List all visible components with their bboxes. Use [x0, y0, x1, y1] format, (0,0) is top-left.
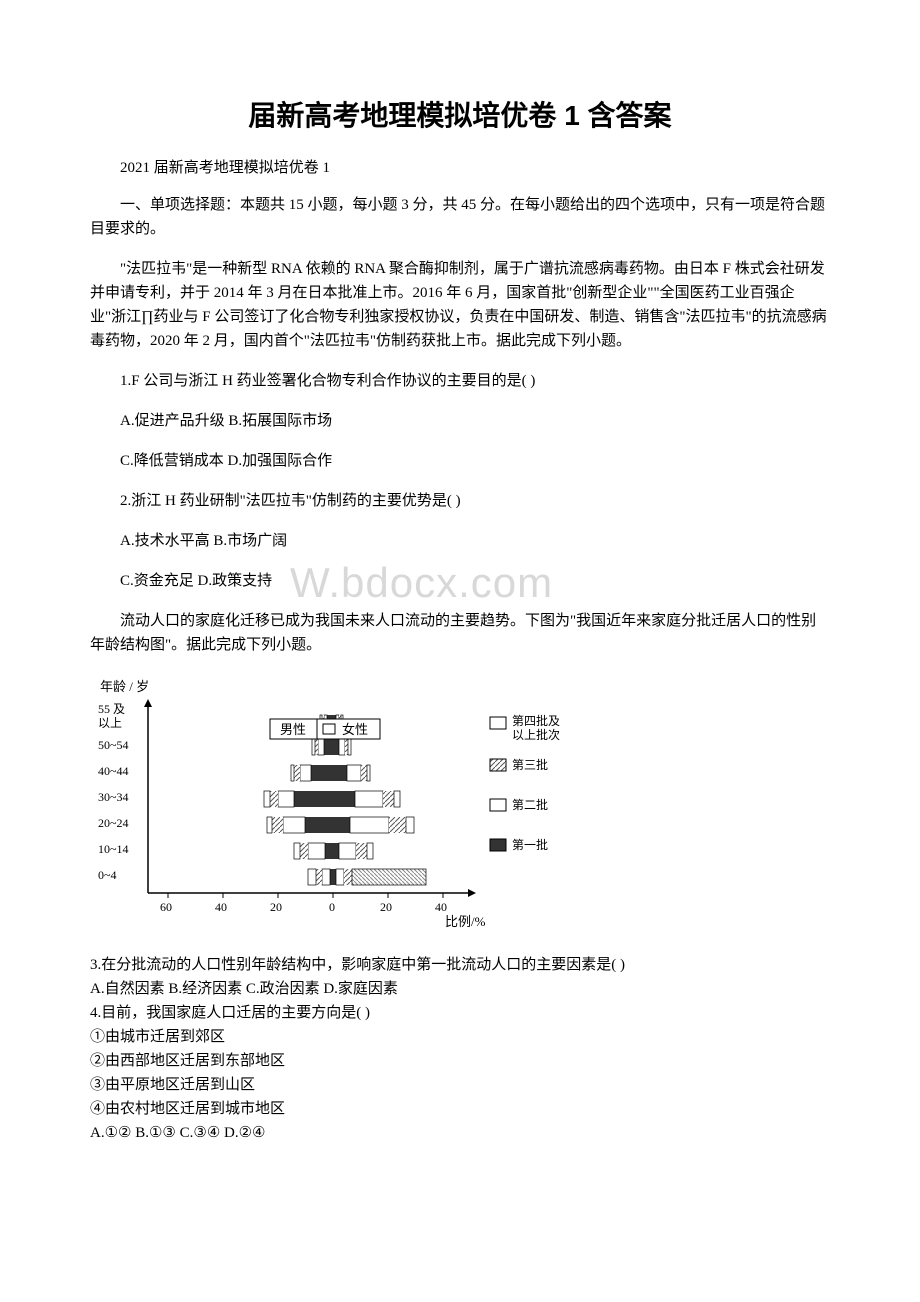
x-tick-label: 40: [435, 900, 447, 914]
question-4-item-4: ④由农村地区迁居到城市地区: [90, 1097, 830, 1121]
bar-row: [267, 817, 414, 833]
x-axis-label: 比例/%: [445, 914, 486, 929]
x-tick-label: 0: [329, 900, 335, 914]
y-tick: 30~34: [98, 790, 129, 804]
question-4-item-2: ②由西部地区迁居到东部地区: [90, 1049, 830, 1073]
question-1-options-ab: A.促进产品升级 B.拓展国际市场: [90, 409, 830, 433]
legend: 第四批及 以上批次 第三批 第二批 第一批: [490, 713, 560, 852]
y-tick: 55 及: [98, 702, 125, 716]
question-1: 1.F 公司与浙江 H 药业签署化合物专利合作协议的主要目的是( ): [90, 369, 830, 393]
bar-row: [312, 739, 351, 755]
bar-row: [294, 843, 373, 859]
population-pyramid-chart: 年龄 / 岁 55 及 以上 50~54 40~44 30~34 20~24 1…: [90, 677, 830, 937]
y-tick: 20~24: [98, 816, 129, 830]
page-title: 届新高考地理模拟培优卷 1 含答案: [90, 94, 830, 134]
subtitle: 2021 届新高考地理模拟培优卷 1: [90, 156, 830, 177]
svg-text:第三批: 第三批: [512, 757, 548, 772]
female-label: 女性: [342, 722, 368, 737]
y-tick: 以上: [98, 716, 122, 730]
question-4-item-3: ③由平原地区迁居到山区: [90, 1073, 830, 1097]
x-tick-label: 20: [270, 900, 282, 914]
question-4: 4.目前，我国家庭人口迁居的主要方向是( ): [90, 1001, 830, 1025]
y-axis-label: 年龄 / 岁: [100, 679, 149, 694]
chart-svg: 年龄 / 岁 55 及 以上 50~54 40~44 30~34 20~24 1…: [90, 677, 590, 937]
question-2: 2.浙江 H 药业研制"法匹拉韦"仿制药的主要优势是( ): [90, 489, 830, 513]
svg-text:第二批: 第二批: [512, 797, 548, 812]
section-instruction: 一、单项选择题：本题共 15 小题，每小题 3 分，共 45 分。在每小题给出的…: [90, 193, 830, 241]
y-tick: 40~44: [98, 764, 129, 778]
y-tick: 50~54: [98, 738, 129, 752]
question-1-options-cd: C.降低营销成本 D.加强国际合作: [90, 449, 830, 473]
svg-text:第一批: 第一批: [512, 837, 548, 852]
y-tick: 0~4: [98, 868, 117, 882]
x-tick-label: 60: [160, 900, 172, 914]
y-axis-arrow: [144, 699, 152, 707]
bar-row: [308, 869, 426, 885]
question-3: 3.在分批流动的人口性别年龄结构中，影响家庭中第一批流动人口的主要因素是( ): [90, 953, 830, 977]
bar-row: [291, 765, 370, 781]
y-tick: 10~14: [98, 842, 129, 856]
passage-2: 流动人口的家庭化迁移已成为我国未来人口流动的主要趋势。下图为"我国近年来家庭分批…: [90, 609, 830, 657]
question-block-3-4: 3.在分批流动的人口性别年龄结构中，影响家庭中第一批流动人口的主要因素是( ) …: [90, 953, 830, 1145]
question-4-item-1: ①由城市迁居到郊区: [90, 1025, 830, 1049]
svg-text:以上批次: 以上批次: [512, 727, 560, 742]
question-2-options-cd: C.资金充足 D.政策支持: [90, 569, 830, 593]
question-4-options: A.①② B.①③ C.③④ D.②④: [90, 1121, 830, 1145]
x-tick-label: 20: [380, 900, 392, 914]
x-axis-arrow: [468, 889, 476, 897]
male-label: 男性: [280, 722, 306, 737]
bar-row: [264, 791, 400, 807]
question-3-options: A.自然因素 B.经济因素 C.政治因素 D.家庭因素: [90, 977, 830, 1001]
passage-1: "法匹拉韦"是一种新型 RNA 依赖的 RNA 聚合酶抑制剂，属于广谱抗流感病毒…: [90, 257, 830, 353]
svg-text:第四批及: 第四批及: [512, 713, 560, 728]
female-swatch: [323, 724, 335, 734]
question-2-options-ab: A.技术水平高 B.市场广阔: [90, 529, 830, 553]
x-tick-label: 40: [215, 900, 227, 914]
